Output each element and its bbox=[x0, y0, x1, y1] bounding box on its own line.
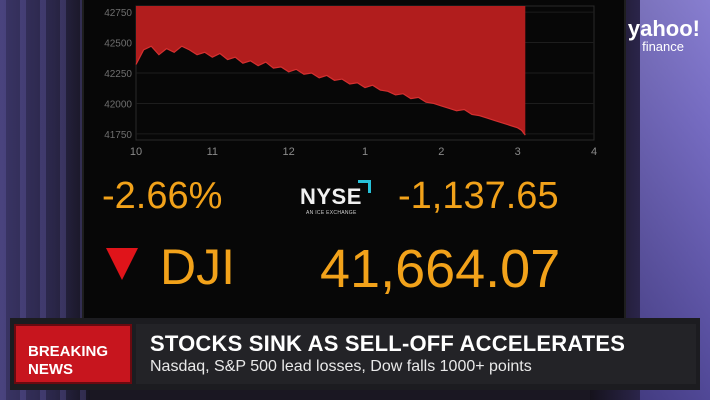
headline: STOCKS SINK AS SELL-OFF ACCELERATES bbox=[150, 331, 626, 356]
x-tick-label: 2 bbox=[438, 146, 444, 158]
y-tick-label: 42250 bbox=[104, 69, 132, 80]
price-line bbox=[135, 45, 526, 136]
index-price: 41,664.07 bbox=[320, 239, 561, 299]
nyse-corner-mark bbox=[358, 180, 371, 193]
news-label: NEWS bbox=[28, 361, 73, 378]
x-tick-label: 3 bbox=[515, 146, 521, 158]
nyse-logo: NYSE AN ICE EXCHANGE bbox=[298, 180, 378, 220]
yahoo-wordmark: yahoo! bbox=[627, 16, 700, 41]
breaking-news-badge: BREAKING NEWS bbox=[14, 324, 132, 384]
breaking-label: BREAKING bbox=[28, 343, 109, 360]
point-change: -1,137.65 bbox=[398, 175, 559, 217]
yahoo-finance-logo: yahoo! finance bbox=[628, 18, 700, 54]
x-tick-label: 10 bbox=[130, 146, 142, 158]
x-tick-label: 12 bbox=[283, 146, 295, 158]
y-tick-label: 41750 bbox=[104, 130, 132, 141]
y-tick-label: 42500 bbox=[104, 39, 132, 50]
headline-panel bbox=[136, 324, 696, 384]
y-tick-label: 42750 bbox=[104, 8, 132, 19]
x-tick-label: 11 bbox=[207, 146, 218, 158]
price-area bbox=[136, 6, 526, 136]
nyse-tagline: AN ICE EXCHANGE bbox=[306, 210, 357, 216]
percent-change: -2.66% bbox=[102, 175, 223, 217]
intraday-chart: 42750 42500 42250 42000 41750 10 11 12 1 2 3 4 bbox=[84, 0, 624, 165]
market-display-board: 42750 42500 42250 42000 41750 10 11 12 1 2 3 4 bbox=[82, 0, 626, 318]
finance-wordmark: finance bbox=[642, 39, 684, 54]
subheadline: Nasdaq, S&P 500 lead losses, Dow falls 1… bbox=[150, 358, 532, 375]
y-tick-label: 42000 bbox=[104, 99, 132, 110]
x-tick-label: 1 bbox=[362, 146, 368, 158]
down-arrow-icon bbox=[106, 248, 138, 280]
ticker-symbol: DJI bbox=[160, 239, 235, 295]
nyse-wordmark: NYSE bbox=[300, 184, 362, 209]
x-tick-label: 4 bbox=[591, 146, 597, 158]
